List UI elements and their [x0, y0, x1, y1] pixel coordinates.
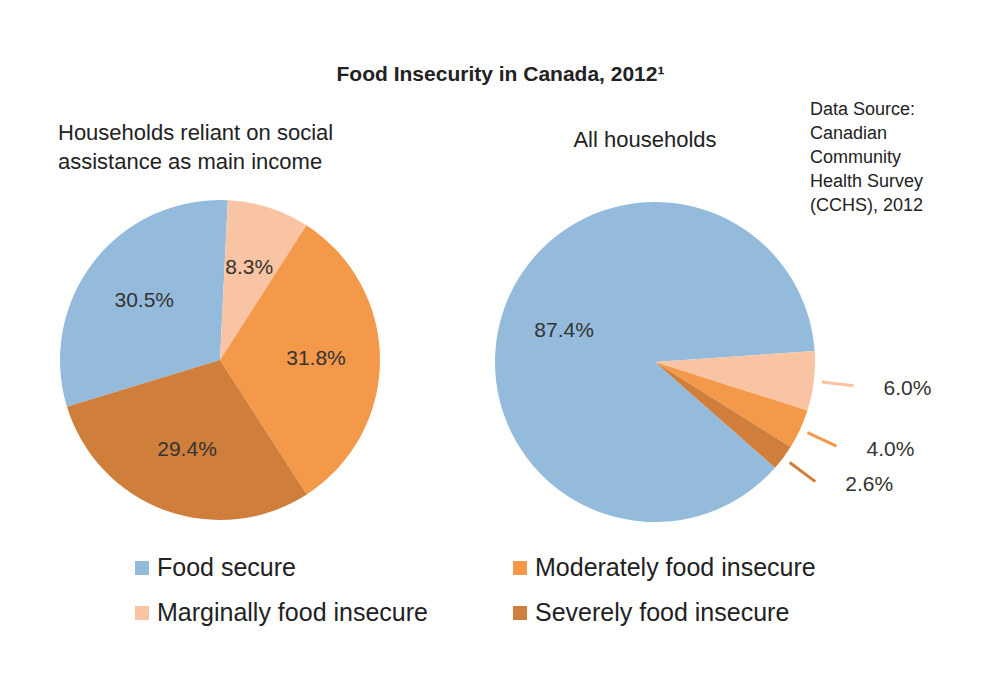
svg-text:2.6%: 2.6% [845, 472, 893, 495]
html-text:Moderately food insecure: Moderately food insecure [535, 553, 816, 581]
html-text:Food secure: Food secure [157, 553, 296, 581]
svg-text:8.3%: 8.3% [225, 255, 273, 278]
svg-text:31.8%: 31.8% [286, 346, 346, 369]
html-text:Food Insecurity in Canada, 201: Food Insecurity in Canada, 2012¹ [336, 62, 665, 85]
html-text:Severely food insecure: Severely food insecure [535, 598, 790, 626]
html-text:Data Source: Canadian Communit: Data Source: Canadian Community Health S… [810, 99, 924, 215]
html-text:Households reliant on social a: Households reliant on social assistance … [58, 120, 334, 174]
svg-text:29.4%: 29.4% [157, 437, 217, 460]
svg-text:6.0%: 6.0% [884, 376, 932, 399]
svg-text:30.5%: 30.5% [114, 288, 174, 311]
html-text:All households: All households [573, 127, 717, 152]
svg-text:87.4%: 87.4% [534, 318, 594, 341]
html-text:Marginally food insecure: Marginally food insecure [157, 598, 428, 626]
svg-text:4.0%: 4.0% [866, 437, 914, 460]
